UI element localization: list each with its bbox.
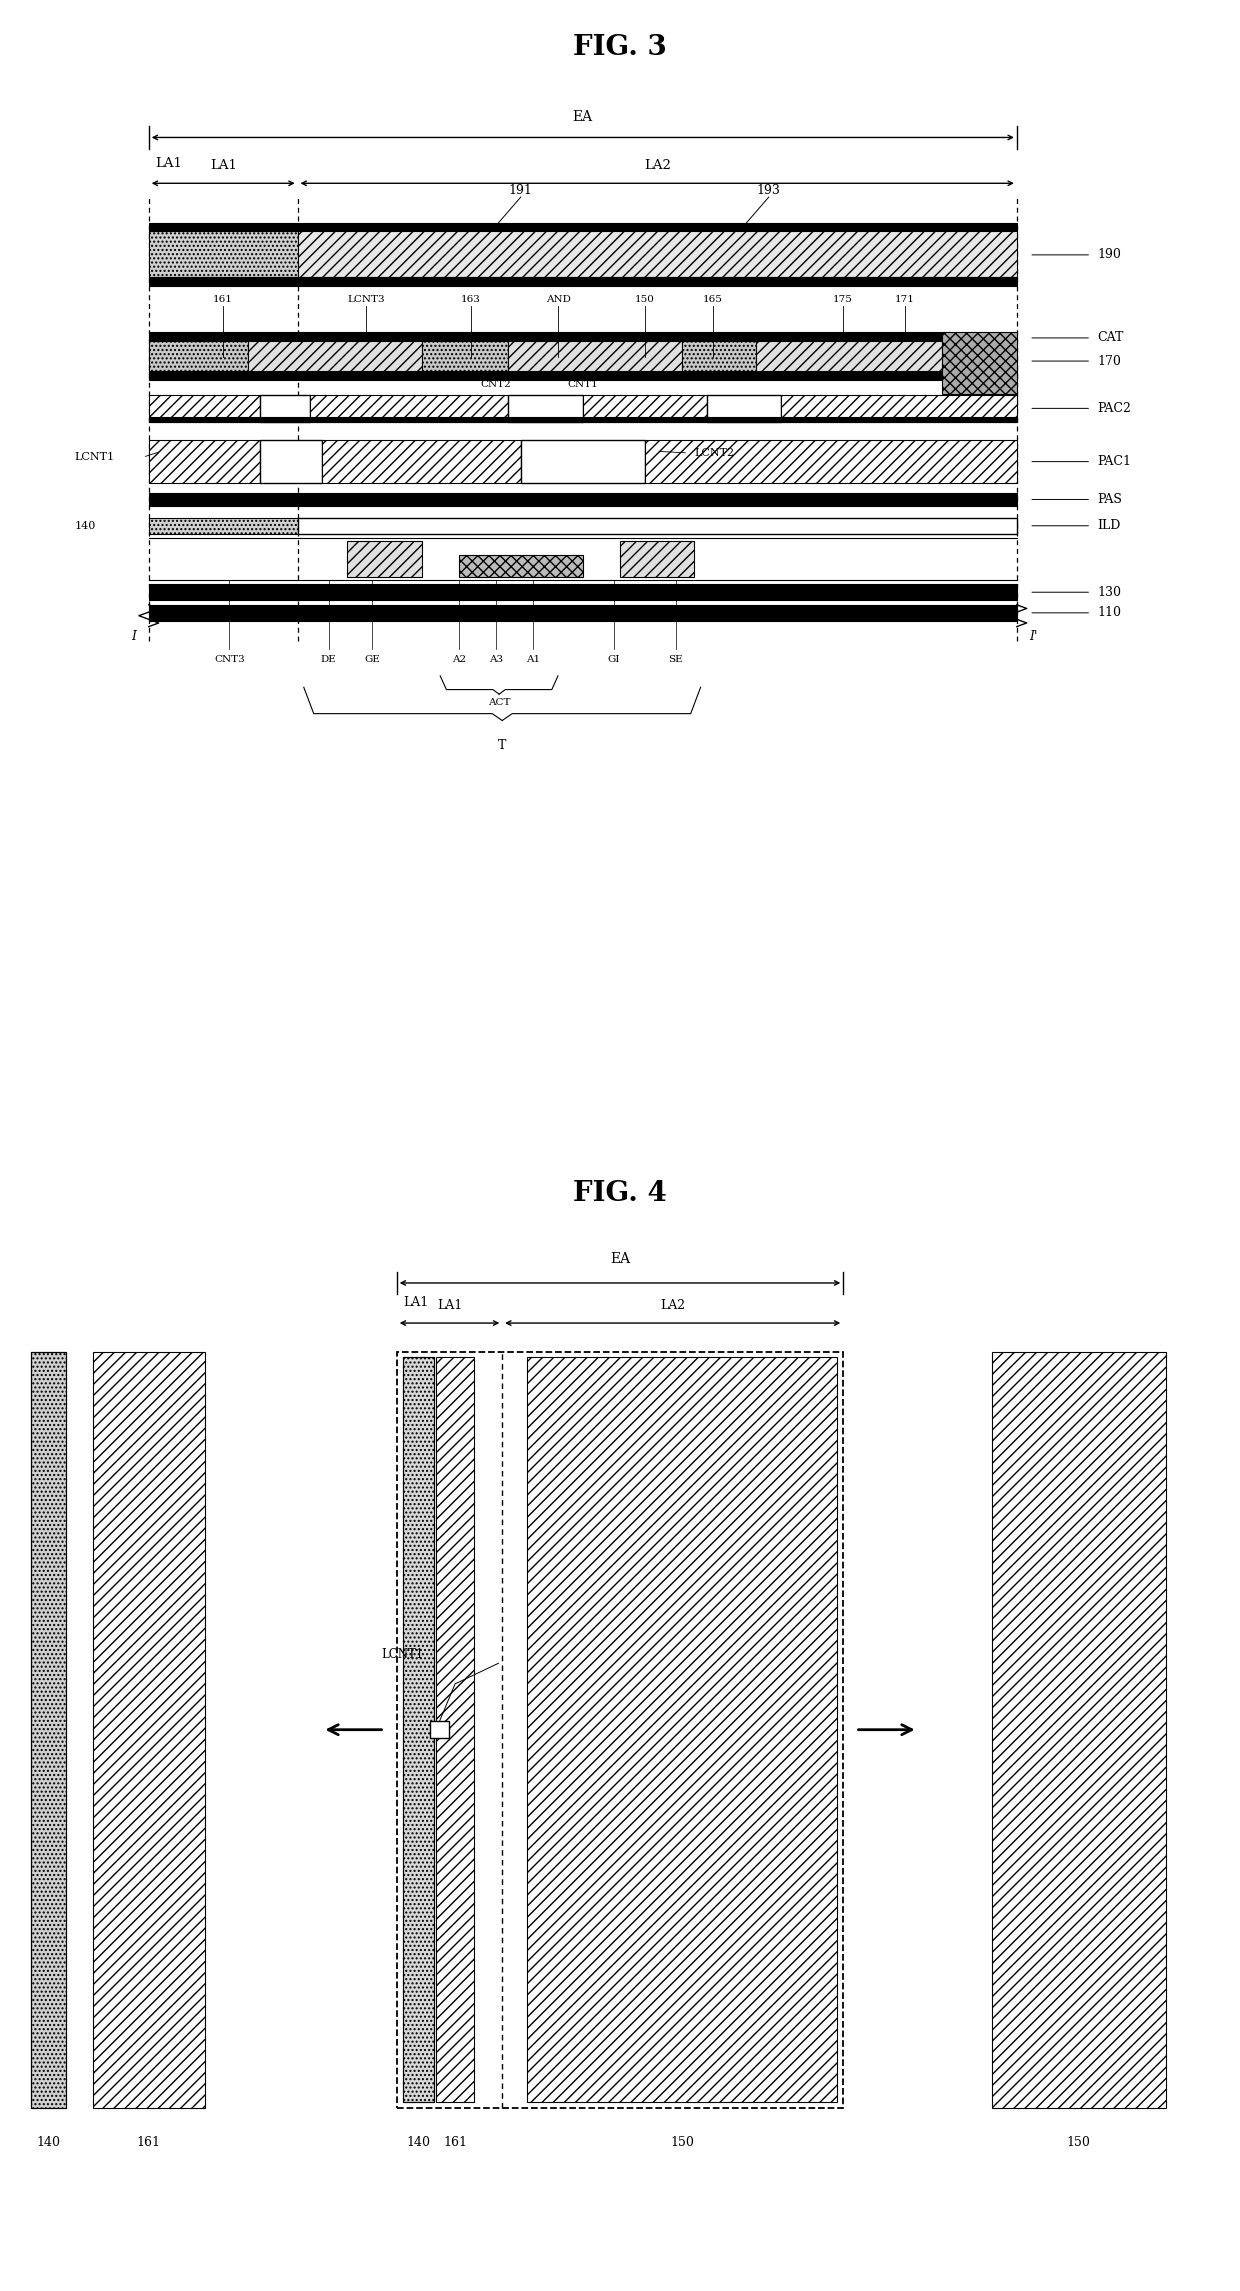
Text: A3: A3 (489, 655, 503, 664)
Text: A1: A1 (526, 655, 541, 664)
Text: LCNT2: LCNT2 (694, 449, 734, 458)
Text: LA1: LA1 (403, 1297, 428, 1310)
Text: CNT3: CNT3 (215, 655, 244, 664)
Text: 175: 175 (833, 296, 853, 302)
Bar (459, 554, 583, 577)
Bar (298, 231, 1017, 277)
Text: PAS: PAS (1097, 493, 1122, 506)
Text: LCNT1: LCNT1 (74, 451, 114, 463)
Text: I': I' (1029, 630, 1038, 644)
Text: LA1: LA1 (436, 1299, 463, 1310)
Text: 171: 171 (895, 296, 915, 302)
Text: 150: 150 (1066, 2135, 1091, 2149)
Bar (397, 1352, 843, 2108)
Bar (149, 518, 298, 534)
Text: 150: 150 (635, 296, 655, 302)
Bar (310, 394, 508, 422)
Text: A2: A2 (451, 655, 466, 664)
Text: AND: AND (546, 296, 570, 302)
Bar (248, 341, 422, 371)
Text: 165: 165 (703, 296, 723, 302)
Text: ILD: ILD (1097, 520, 1121, 532)
Bar (149, 225, 1017, 231)
Bar (31, 1352, 66, 2108)
Text: EA: EA (573, 110, 593, 124)
Bar (403, 1356, 434, 2103)
Bar (149, 417, 1017, 422)
Text: 161: 161 (443, 2135, 467, 2149)
Bar (149, 341, 248, 371)
Bar (430, 1721, 449, 1739)
Bar (149, 394, 260, 422)
Text: LA1: LA1 (155, 156, 182, 170)
Text: LA1: LA1 (210, 158, 237, 172)
Bar (149, 332, 942, 341)
Text: 163: 163 (461, 296, 481, 302)
Bar (31, 1352, 66, 2108)
Text: LA2: LA2 (660, 1299, 686, 1310)
Text: 170: 170 (1097, 355, 1121, 367)
Text: LCNT3: LCNT3 (347, 296, 384, 302)
Text: 130: 130 (1097, 586, 1121, 598)
Text: 193: 193 (756, 183, 781, 197)
Text: LA2: LA2 (644, 158, 671, 172)
Bar (298, 518, 1017, 534)
Bar (260, 394, 310, 422)
Bar (527, 1356, 837, 2103)
Text: EA: EA (610, 1251, 630, 1267)
Text: T: T (498, 738, 506, 751)
Text: CNT2: CNT2 (481, 380, 511, 389)
Bar (620, 541, 694, 577)
Bar (583, 394, 707, 422)
Text: PAC2: PAC2 (1097, 401, 1131, 415)
Text: 150: 150 (670, 2135, 694, 2149)
Text: CNT1: CNT1 (568, 380, 598, 389)
Text: GE: GE (365, 655, 379, 664)
Bar (682, 341, 756, 371)
Bar (645, 440, 1017, 483)
Bar (508, 394, 583, 422)
Bar (347, 541, 422, 577)
Text: I: I (131, 630, 136, 644)
Bar (756, 341, 942, 371)
Bar (93, 1352, 205, 2108)
Bar (149, 584, 1017, 600)
Bar (260, 440, 322, 483)
Text: FIG. 3: FIG. 3 (573, 34, 667, 62)
Text: PAC1: PAC1 (1097, 456, 1131, 467)
Bar (422, 341, 508, 371)
Text: 140: 140 (74, 520, 95, 532)
Text: 140: 140 (407, 2135, 430, 2149)
Bar (436, 1356, 474, 2103)
Text: DE: DE (321, 655, 336, 664)
Bar (521, 440, 645, 483)
Text: 190: 190 (1097, 247, 1121, 261)
Bar (149, 277, 1017, 286)
Bar (508, 341, 682, 371)
Bar (149, 605, 1017, 621)
Text: CAT: CAT (1097, 332, 1123, 344)
Bar (942, 332, 1017, 394)
Bar (322, 440, 521, 483)
Bar (781, 394, 1017, 422)
Text: GI: GI (608, 655, 620, 664)
Text: 161: 161 (213, 296, 233, 302)
Text: 191: 191 (508, 183, 533, 197)
Text: ACT: ACT (487, 696, 511, 706)
Text: LCNT1: LCNT1 (382, 1647, 424, 1661)
Text: FIG. 4: FIG. 4 (573, 1180, 667, 1207)
Text: 110: 110 (1097, 607, 1121, 619)
Bar (403, 1356, 434, 2103)
Bar (992, 1352, 1166, 2108)
Text: 161: 161 (136, 2135, 161, 2149)
Bar (149, 440, 260, 483)
Text: SE: SE (668, 655, 683, 664)
Bar (149, 371, 1017, 380)
Bar (707, 394, 781, 422)
Bar (149, 493, 1017, 506)
Bar (149, 231, 298, 277)
Text: 140: 140 (36, 2135, 61, 2149)
